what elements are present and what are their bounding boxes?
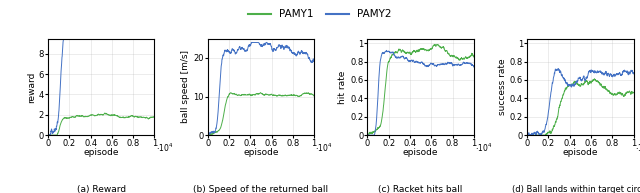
Text: $\cdot10^4$: $\cdot10^4$ <box>156 141 173 154</box>
Text: $\cdot10^4$: $\cdot10^4$ <box>475 141 492 154</box>
X-axis label: episode: episode <box>563 148 598 157</box>
Text: (a) Reward: (a) Reward <box>77 185 126 193</box>
Text: (d) Ball lands within target circle
(R=68.5 cm): (d) Ball lands within target circle (R=6… <box>512 185 640 193</box>
X-axis label: episode: episode <box>403 148 438 157</box>
Y-axis label: reward: reward <box>27 71 36 102</box>
Text: $\cdot10^4$: $\cdot10^4$ <box>316 141 333 154</box>
Text: (b) Speed of the returned ball: (b) Speed of the returned ball <box>193 185 328 193</box>
Legend: PAMY1, PAMY2: PAMY1, PAMY2 <box>244 5 396 24</box>
X-axis label: episode: episode <box>243 148 278 157</box>
Y-axis label: success rate: success rate <box>498 58 507 115</box>
Y-axis label: hit rate: hit rate <box>338 70 348 103</box>
Y-axis label: ball speed [m/s]: ball speed [m/s] <box>181 50 190 123</box>
X-axis label: episode: episode <box>83 148 119 157</box>
Text: (c) Racket hits ball: (c) Racket hits ball <box>378 185 463 193</box>
Text: $\cdot10^4$: $\cdot10^4$ <box>635 141 640 154</box>
